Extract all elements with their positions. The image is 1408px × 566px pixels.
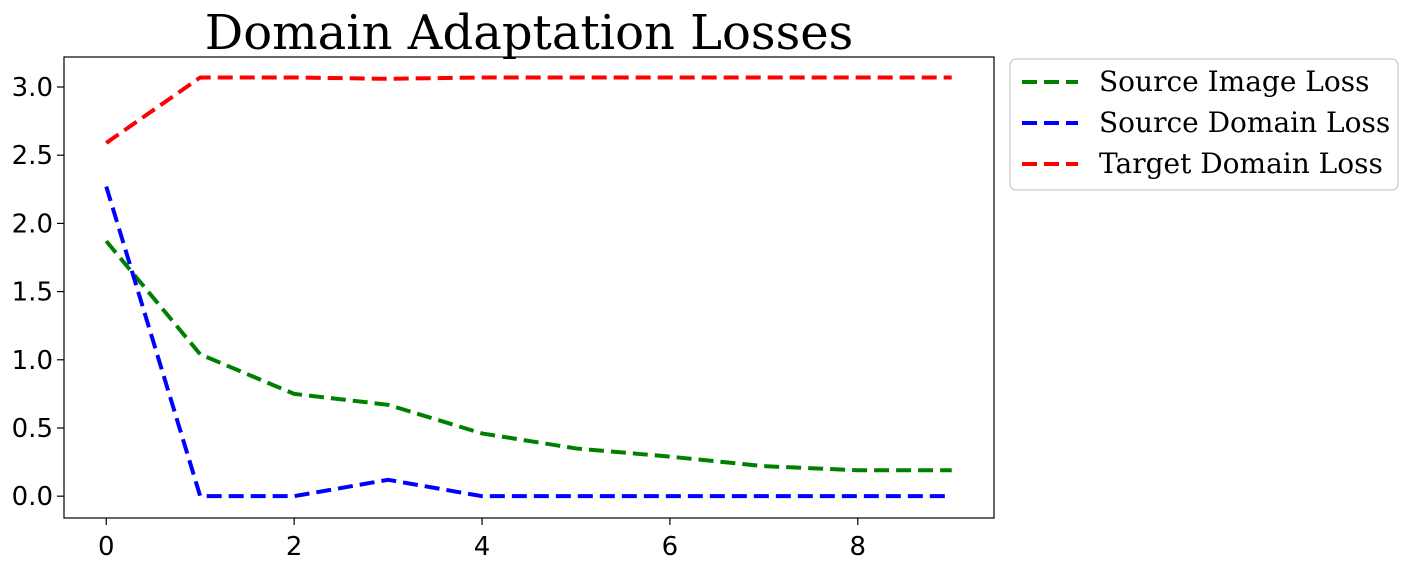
- x-tick-label: 0: [98, 532, 115, 562]
- x-tick-label: 2: [286, 532, 303, 562]
- x-tick-label: 4: [474, 532, 491, 562]
- series-layer: [104, 75, 952, 499]
- y-tick-label: 2.0: [12, 209, 53, 239]
- x-tick-label: 6: [662, 532, 679, 562]
- y-tick-label: 0.0: [12, 482, 53, 512]
- y-tick-label: 0.5: [12, 414, 53, 444]
- plot-frame: [63, 56, 995, 519]
- series-line-source-domain-loss: [104, 185, 952, 499]
- y-tick-label: 3.0: [12, 73, 53, 103]
- legend-label-target-domain-loss: Target Domain Loss: [1099, 147, 1383, 180]
- y-axis: 0.0 0.5 1.0 1.5 2.0 2.5 3.0: [12, 73, 64, 512]
- chart-title: Domain Adaptation Losses: [205, 5, 853, 61]
- legend: Source Image Loss Source Domain Loss Targe…: [1009, 58, 1399, 191]
- legend-frame: [1009, 58, 1399, 191]
- series-line-source-image-loss: [104, 239, 952, 473]
- plot-area: 0 2 4 6 8 0.0 0.5 1.0 1.5 2.0 2.5 3.0: [12, 56, 995, 562]
- y-tick-label: 1.5: [12, 278, 53, 308]
- y-tick-label: 1.0: [12, 346, 53, 376]
- x-axis: 0 2 4 6 8: [98, 518, 866, 562]
- series-line-target-domain-loss: [105, 75, 952, 145]
- legend-label-source-domain-loss: Source Domain Loss: [1099, 106, 1390, 139]
- legend-items: Source Image Loss Source Domain Loss Targe…: [1022, 65, 1390, 180]
- legend-label-source-image-loss: Source Image Loss: [1099, 65, 1370, 98]
- x-tick-label: 8: [850, 532, 867, 562]
- y-tick-label: 2.5: [12, 141, 53, 171]
